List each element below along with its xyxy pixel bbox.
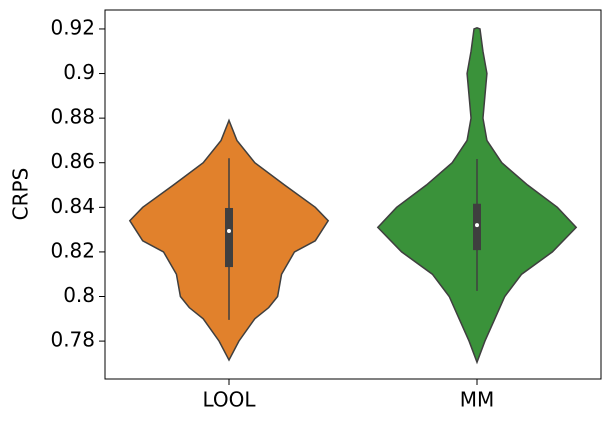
y-tick-label: 0.86 (50, 149, 95, 173)
y-axis-label: CRPS (9, 168, 33, 221)
y-tick-label: 0.9 (63, 60, 95, 84)
y-tick-label: 0.8 (63, 283, 95, 307)
plot-frame (104, 9, 602, 380)
y-tick-label: 0.78 (50, 328, 95, 352)
y-tick-label: 0.88 (50, 105, 95, 129)
y-tick-label: 0.84 (50, 194, 95, 218)
x-tick-label: MM (460, 388, 495, 412)
x-tick-label: LOOL (202, 388, 256, 412)
median (227, 228, 231, 233)
median (475, 223, 479, 228)
y-tick-label: 0.82 (50, 238, 95, 262)
box (225, 207, 233, 268)
y-tick-label: 0.92 (50, 15, 95, 39)
